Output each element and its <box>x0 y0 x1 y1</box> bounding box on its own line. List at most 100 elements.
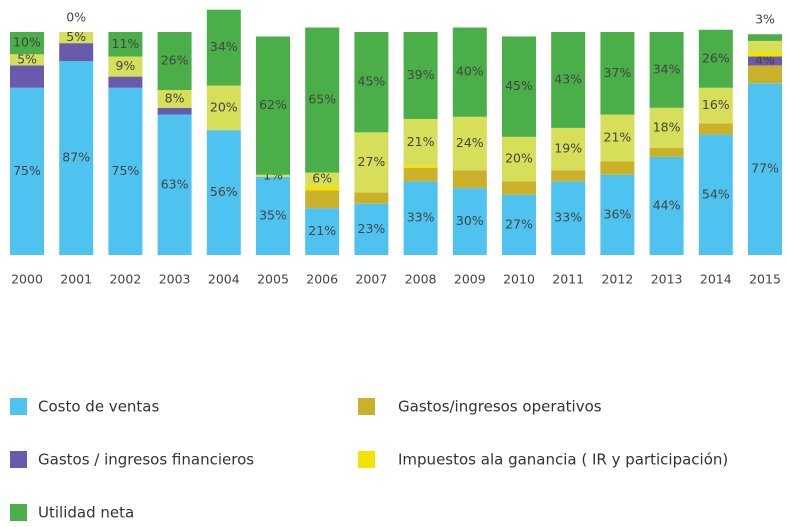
bar-segment <box>452 170 487 189</box>
bar-segment <box>256 176 290 255</box>
legend-swatch <box>10 398 27 415</box>
data-label: 65% <box>308 92 336 107</box>
bar-segment <box>551 170 586 182</box>
data-label: 36% <box>604 206 632 221</box>
legend-label: Gastos/ingresos operativos <box>398 398 602 416</box>
bar-segment <box>206 130 241 255</box>
bar-segment <box>698 29 733 88</box>
legend-label: Impuestos ala ganancia ( IR y participac… <box>398 451 728 469</box>
bar-segment <box>502 194 536 255</box>
x-tick-label: 2000 <box>11 272 43 287</box>
bar-segment <box>305 208 340 255</box>
data-label: 30% <box>456 213 484 228</box>
bar-segment <box>157 114 192 255</box>
x-tick-label: 2001 <box>60 272 92 287</box>
bar-segment <box>748 40 782 53</box>
data-label: 37% <box>604 65 632 80</box>
data-label: 26% <box>702 50 730 65</box>
bar-segment <box>59 32 94 44</box>
data-label: 18% <box>653 119 681 134</box>
data-label: 35% <box>259 207 287 222</box>
bar-segment <box>649 107 684 148</box>
data-label: 75% <box>13 163 41 178</box>
bar-segment <box>256 174 290 177</box>
data-label: 11% <box>112 36 140 51</box>
bar-segment <box>452 116 487 171</box>
x-tick-label: 2005 <box>257 272 289 287</box>
x-tick-label: 2010 <box>503 272 535 287</box>
bar-segment <box>354 32 389 133</box>
data-label: 45% <box>358 74 386 89</box>
data-label: 5% <box>66 29 86 44</box>
bar-segment <box>748 83 782 255</box>
bar-segment <box>748 52 782 57</box>
bar-segment <box>403 32 438 119</box>
data-label: 33% <box>407 210 435 225</box>
bar-segment <box>748 56 782 66</box>
legend-label: Costo de ventas <box>38 398 159 416</box>
data-label: 20% <box>210 99 238 114</box>
bar-segment <box>206 9 241 86</box>
data-label: 40% <box>456 64 484 79</box>
data-label: 75% <box>112 163 140 178</box>
data-label: 21% <box>407 134 435 149</box>
data-label: 39% <box>407 67 435 82</box>
data-label: 5% <box>17 51 37 66</box>
x-tick-label: 2012 <box>601 272 633 287</box>
bar-segment <box>551 127 586 171</box>
x-tick-label: 2014 <box>700 272 732 287</box>
bar-segment <box>600 161 635 175</box>
bar-segment <box>403 165 438 169</box>
data-label: 19% <box>554 141 582 156</box>
data-label: 27% <box>358 154 386 169</box>
x-tick-label: 2007 <box>355 272 387 287</box>
bar-segment <box>403 118 438 166</box>
bar-segment <box>600 174 635 255</box>
data-label: 20% <box>505 151 533 166</box>
bar-segment <box>10 65 44 88</box>
bar-segment <box>698 123 733 135</box>
data-label: 24% <box>456 135 484 150</box>
x-tick-label: 2003 <box>159 272 191 287</box>
bar-segment <box>502 36 536 137</box>
x-tick-label: 2015 <box>749 272 781 287</box>
data-label: 43% <box>554 71 582 86</box>
data-label: 0% <box>66 10 86 25</box>
bar-segment <box>698 87 733 124</box>
bar-segment <box>403 181 438 255</box>
bar-segment <box>206 85 241 131</box>
bar-segment <box>305 190 340 209</box>
legend-swatch <box>10 504 27 521</box>
data-label: 33% <box>554 210 582 225</box>
data-label: 45% <box>505 78 533 93</box>
bar-segment <box>452 188 487 255</box>
bar-segment <box>452 27 487 117</box>
bar-segment <box>649 156 684 255</box>
data-label: 34% <box>653 61 681 76</box>
data-label: 16% <box>702 97 730 112</box>
bar-segment <box>748 65 782 84</box>
bar-segment <box>10 87 44 255</box>
bar-segment <box>305 172 340 186</box>
bar-segment <box>157 32 192 90</box>
legend-swatch <box>358 398 375 415</box>
bar-segment <box>305 27 340 173</box>
data-label: 56% <box>210 184 238 199</box>
bar-segment <box>403 168 438 182</box>
bar-segment <box>649 32 684 108</box>
data-label: 8% <box>165 90 185 105</box>
x-tick-label: 2013 <box>651 272 683 287</box>
bar-segment <box>748 34 782 41</box>
bar-segment <box>354 132 389 193</box>
bar-segment <box>59 60 94 255</box>
bar-segment <box>108 87 143 255</box>
data-label: 27% <box>505 216 533 231</box>
bar-segment <box>10 54 44 66</box>
data-label: 77% <box>751 161 779 176</box>
x-tick-label: 2006 <box>306 272 338 287</box>
bar-segment <box>108 56 143 77</box>
data-label: 10% <box>13 35 41 50</box>
data-label: 87% <box>62 149 90 164</box>
data-label: 34% <box>210 39 238 54</box>
bar-segment <box>502 181 536 195</box>
